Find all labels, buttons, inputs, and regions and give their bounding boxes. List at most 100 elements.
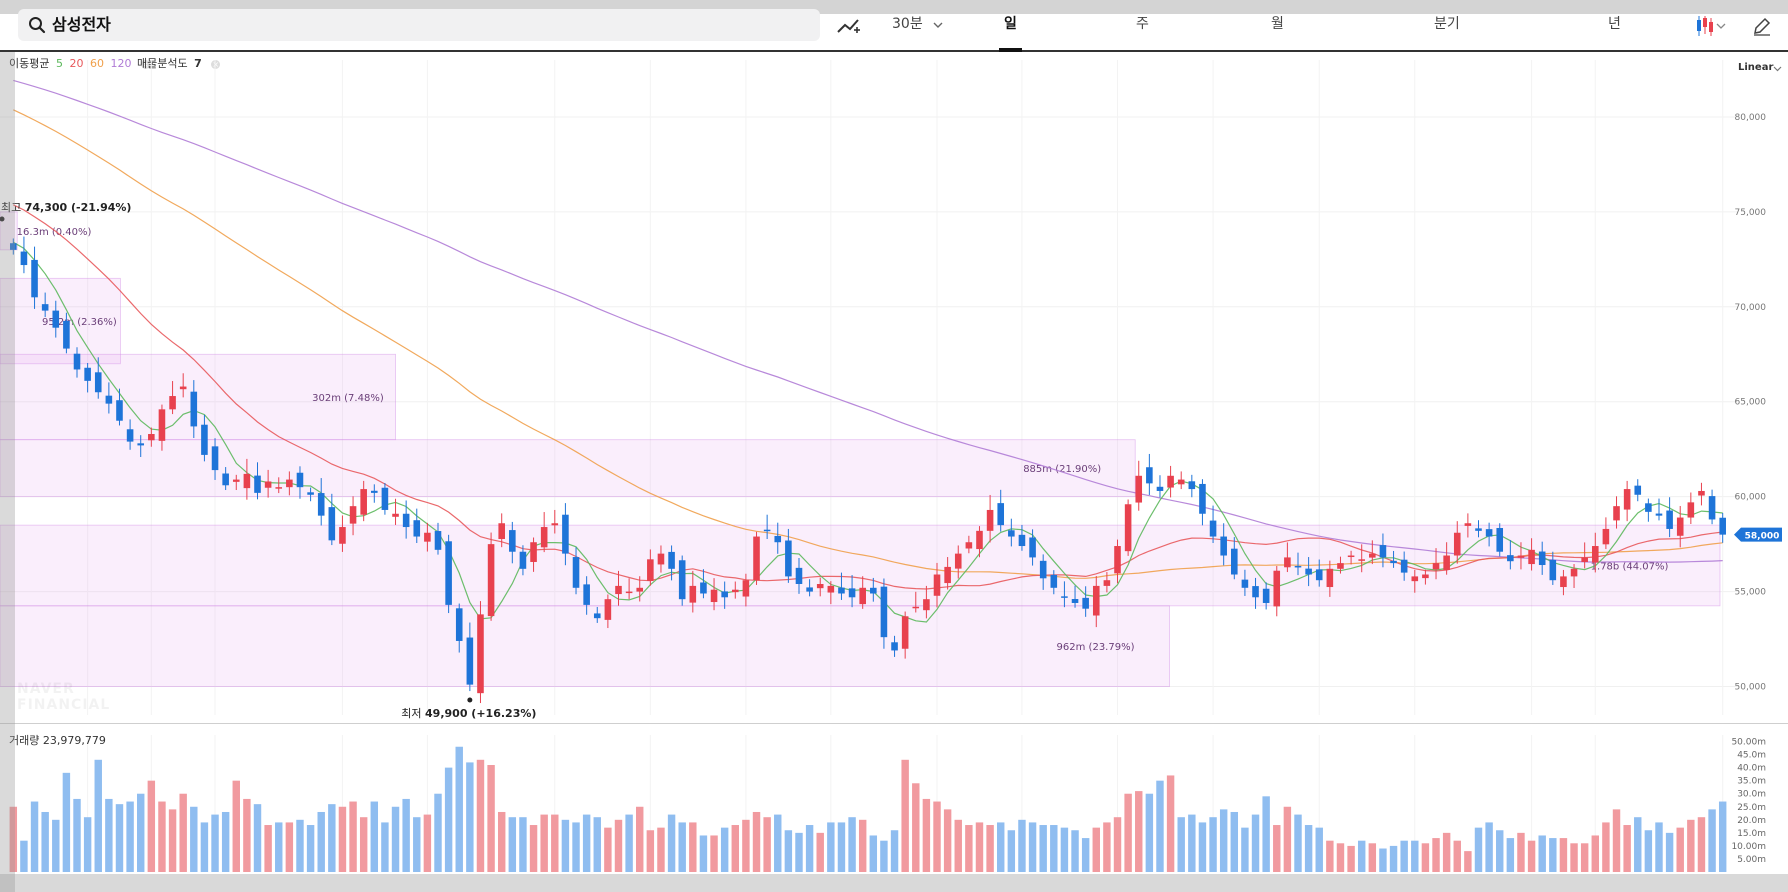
volume-bar[interactable] xyxy=(1071,830,1079,872)
volume-bar[interactable] xyxy=(190,806,198,872)
volume-bar[interactable] xyxy=(965,825,973,872)
volume-bar[interactable] xyxy=(1400,840,1408,872)
volume-bar[interactable] xyxy=(1145,793,1154,872)
volume-bar[interactable] xyxy=(73,798,81,872)
candle-body[interactable] xyxy=(84,367,91,381)
volume-bar[interactable] xyxy=(997,822,1005,872)
candle-body[interactable] xyxy=(445,541,452,605)
candle-body[interactable] xyxy=(1039,560,1047,579)
candle-body[interactable] xyxy=(1252,586,1259,598)
volume-bar[interactable] xyxy=(1580,843,1589,872)
candle-type-icon[interactable] xyxy=(1694,14,1728,38)
candle-body[interactable] xyxy=(1167,475,1174,488)
candle-body[interactable] xyxy=(1464,523,1472,526)
volume-bar[interactable] xyxy=(9,806,18,872)
volume-bar[interactable] xyxy=(975,822,984,872)
candle-body[interactable] xyxy=(424,532,431,542)
search-box[interactable]: 삼성전자 xyxy=(18,9,820,41)
ma-legend[interactable]: 이동평균 5 20 60 120 × xyxy=(9,57,153,71)
candle-body[interactable] xyxy=(657,553,665,565)
volume-bar[interactable] xyxy=(487,765,495,872)
candle-body[interactable] xyxy=(615,585,622,595)
volume-bar[interactable] xyxy=(1602,822,1610,872)
volume-bar[interactable] xyxy=(551,814,559,872)
candle-body[interactable] xyxy=(328,507,336,541)
candle-body[interactable] xyxy=(31,259,38,298)
volume-bar[interactable] xyxy=(1092,827,1100,872)
candle-body[interactable] xyxy=(20,251,28,266)
volume-bar[interactable] xyxy=(243,798,251,872)
candle-body[interactable] xyxy=(530,542,537,562)
candle-body[interactable] xyxy=(562,514,569,554)
candle-body[interactable] xyxy=(689,585,697,603)
volume-bar[interactable] xyxy=(869,835,878,872)
volume-bar[interactable] xyxy=(253,804,262,872)
volume-bar[interactable] xyxy=(1464,851,1472,872)
volume-bar[interactable] xyxy=(20,840,28,872)
volume-bar[interactable] xyxy=(636,806,644,872)
volume-bar[interactable] xyxy=(774,814,782,872)
candle-body[interactable] xyxy=(1029,537,1036,558)
volume-bar[interactable] xyxy=(1304,825,1313,872)
volume-bar[interactable] xyxy=(466,762,474,872)
candle-body[interactable] xyxy=(1209,520,1217,537)
candle-body[interactable] xyxy=(742,580,750,597)
candle-body[interactable] xyxy=(1092,585,1100,616)
volume-bar[interactable] xyxy=(561,819,570,872)
volume-bar[interactable] xyxy=(667,814,676,872)
candle-body[interactable] xyxy=(593,613,601,619)
candle-body[interactable] xyxy=(1273,570,1281,607)
volume-bar[interactable] xyxy=(519,817,527,872)
volume-bar[interactable] xyxy=(221,811,230,872)
volume-bar[interactable] xyxy=(572,822,580,872)
candle-body[interactable] xyxy=(1103,580,1111,586)
candle-body[interactable] xyxy=(1581,557,1588,562)
volume-bar[interactable] xyxy=(816,832,824,872)
candle-body[interactable] xyxy=(1337,563,1344,569)
candle-body[interactable] xyxy=(1188,481,1196,490)
volume-bar[interactable] xyxy=(1156,780,1164,872)
candle-body[interactable] xyxy=(169,396,176,410)
volume-bar[interactable] xyxy=(540,814,548,872)
volume-bar[interactable] xyxy=(529,825,538,872)
candle-body[interactable] xyxy=(1358,559,1365,561)
volume-bar[interactable] xyxy=(275,822,283,872)
volume-bar[interactable] xyxy=(391,806,400,872)
volume-bar[interactable] xyxy=(604,827,612,872)
volume-bar[interactable] xyxy=(593,817,601,872)
candle-body[interactable] xyxy=(551,523,559,526)
volume-bar[interactable] xyxy=(699,835,708,872)
volume-bar[interactable] xyxy=(1241,827,1249,872)
volume-bar[interactable] xyxy=(689,822,697,872)
volume-bar[interactable] xyxy=(1198,822,1207,872)
volume-bar[interactable] xyxy=(179,793,187,872)
candle-body[interactable] xyxy=(1443,555,1450,570)
candle-body[interactable] xyxy=(434,531,442,550)
volume-bar[interactable] xyxy=(1050,825,1058,872)
candle-body[interactable] xyxy=(413,520,421,537)
candle-body[interactable] xyxy=(94,372,102,393)
candle-body[interactable] xyxy=(455,608,463,641)
candle-body[interactable] xyxy=(1305,568,1312,575)
candle-body[interactable] xyxy=(498,523,505,540)
candle-body[interactable] xyxy=(604,599,612,620)
volume-bar[interactable] xyxy=(1219,809,1228,872)
volume-bar[interactable] xyxy=(1506,838,1515,872)
candle-body[interactable] xyxy=(1146,467,1153,484)
candle-body[interactable] xyxy=(1698,490,1705,496)
candle-body[interactable] xyxy=(870,587,877,594)
candle-body[interactable] xyxy=(222,473,229,486)
candle-body[interactable] xyxy=(1517,555,1525,558)
volume-bar[interactable] xyxy=(848,817,856,872)
volume-bar[interactable] xyxy=(1591,835,1599,872)
volume-bar[interactable] xyxy=(1018,819,1026,872)
candle-body[interactable] xyxy=(1623,489,1631,510)
volume-bar[interactable] xyxy=(827,822,835,872)
candle-body[interactable] xyxy=(721,591,728,598)
tab-month[interactable]: 월 xyxy=(1271,16,1284,32)
candle-body[interactable] xyxy=(933,574,941,596)
volume-bar[interactable] xyxy=(710,835,718,872)
candle-body[interactable] xyxy=(41,304,49,311)
volume-bar[interactable] xyxy=(349,801,357,872)
volume-bar[interactable] xyxy=(657,827,665,872)
